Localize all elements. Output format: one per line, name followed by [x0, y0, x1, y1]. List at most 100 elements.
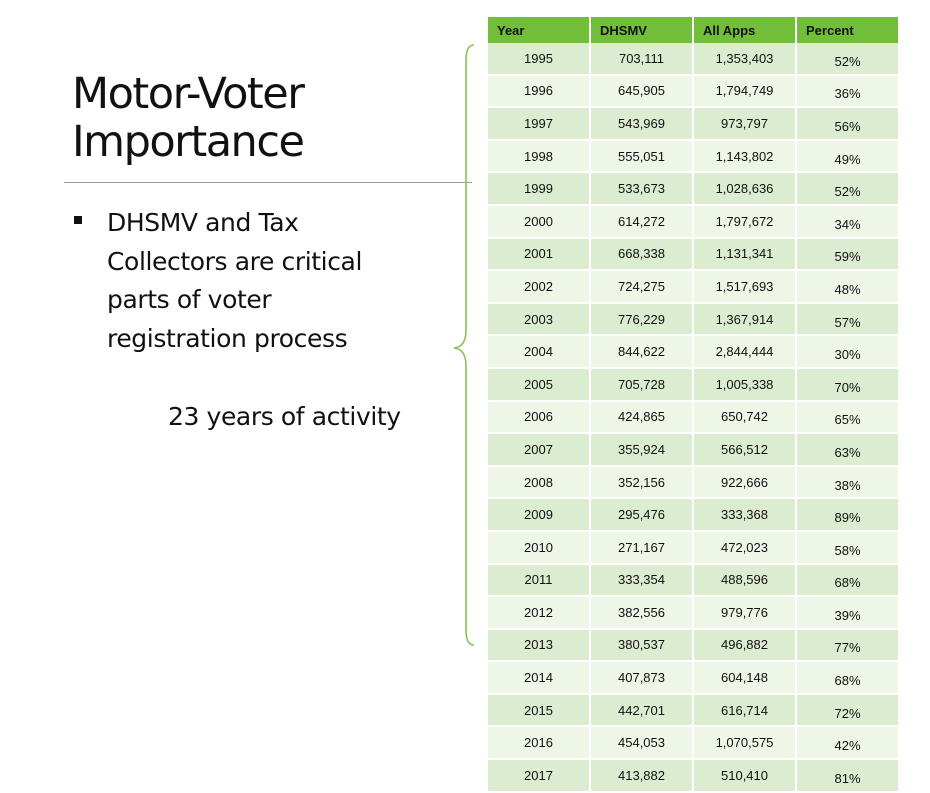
- cell-year: 2017: [488, 759, 591, 793]
- cell-percent: 52%: [796, 172, 900, 206]
- cell-dhsmv: 295,476: [590, 498, 694, 532]
- motor-voter-table: Year DHSMV All Apps Percent 1995 703,111 1…: [488, 17, 900, 793]
- cell-dhsmv: 703,111: [590, 43, 694, 76]
- table-row: 2004 844,622 2,844,444 30%: [488, 335, 900, 369]
- cell-year: 2013: [488, 628, 591, 663]
- cell-percent: 56%: [796, 107, 900, 141]
- cell-dhsmv: 352,156: [590, 465, 694, 500]
- cell-all-apps: 1,070,575: [693, 726, 797, 761]
- title-line-2: Importance: [72, 117, 305, 167]
- cell-year: 2002: [488, 270, 591, 304]
- table-row: 2017 413,882 510,410 81%: [488, 759, 900, 793]
- cell-year: 1998: [488, 139, 591, 174]
- cell-dhsmv: 333,354: [590, 563, 694, 598]
- cell-year: 1996: [488, 74, 591, 109]
- cell-percent: 68%: [796, 563, 900, 598]
- cell-percent: 36%: [796, 74, 900, 109]
- table-row: 1999 533,673 1,028,636 52%: [488, 172, 900, 206]
- cell-all-apps: 650,742: [693, 400, 797, 435]
- cell-percent: 70%: [796, 367, 900, 402]
- cell-dhsmv: 355,924: [590, 433, 694, 467]
- cell-year: 2012: [488, 596, 591, 630]
- cell-dhsmv: 533,673: [590, 172, 694, 206]
- cell-dhsmv: 424,865: [590, 400, 694, 435]
- cell-year: 2001: [488, 237, 591, 272]
- cell-all-apps: 1,028,636: [693, 172, 797, 206]
- cell-year: 1999: [488, 172, 591, 206]
- slide-title: Motor-Voter Importance: [72, 70, 452, 166]
- cell-all-apps: 616,714: [693, 693, 797, 728]
- table-row: 2014 407,873 604,148 68%: [488, 661, 900, 695]
- cell-dhsmv: 614,272: [590, 204, 694, 239]
- table-row: 2000 614,272 1,797,672 34%: [488, 204, 900, 239]
- cell-all-apps: 1,517,693: [693, 270, 797, 304]
- table-row: 2008 352,156 922,666 38%: [488, 465, 900, 500]
- cell-percent: 89%: [796, 498, 900, 532]
- cell-year: 2007: [488, 433, 591, 467]
- title-line-1: Motor-Voter: [72, 69, 305, 119]
- table-row: 2013 380,537 496,882 77%: [488, 628, 900, 663]
- table-row: 2010 271,167 472,023 58%: [488, 530, 900, 565]
- header-percent: Percent: [796, 17, 900, 43]
- cell-percent: 34%: [796, 204, 900, 239]
- cell-all-apps: 1,797,672: [693, 204, 797, 239]
- cell-all-apps: 1,005,338: [693, 367, 797, 402]
- bullet-text: DHSMV and Tax Collectors are critical pa…: [107, 208, 363, 353]
- table-row: 2012 382,556 979,776 39%: [488, 596, 900, 630]
- cell-dhsmv: 442,701: [590, 693, 694, 728]
- table-row: 1995 703,111 1,353,403 52%: [488, 43, 900, 76]
- cell-year: 1995: [488, 43, 591, 76]
- cell-dhsmv: 645,905: [590, 74, 694, 109]
- cell-percent: 57%: [796, 302, 900, 337]
- cell-percent: 68%: [796, 661, 900, 695]
- title-divider: [64, 182, 472, 183]
- cell-percent: 59%: [796, 237, 900, 272]
- cell-all-apps: 1,367,914: [693, 302, 797, 337]
- table-row: 2001 668,338 1,131,341 59%: [488, 237, 900, 272]
- table-row: 2007 355,924 566,512 63%: [488, 433, 900, 467]
- cell-year: 2011: [488, 563, 591, 598]
- cell-dhsmv: 724,275: [590, 270, 694, 304]
- cell-year: 2014: [488, 661, 591, 695]
- cell-dhsmv: 382,556: [590, 596, 694, 630]
- table-row: 2003 776,229 1,367,914 57%: [488, 302, 900, 337]
- cell-year: 2000: [488, 204, 591, 239]
- cell-year: 2004: [488, 335, 591, 369]
- cell-all-apps: 510,410: [693, 759, 797, 793]
- cell-all-apps: 979,776: [693, 596, 797, 630]
- table-row: 2005 705,728 1,005,338 70%: [488, 367, 900, 402]
- cell-dhsmv: 668,338: [590, 237, 694, 272]
- cell-year: 2005: [488, 367, 591, 402]
- cell-year: 2003: [488, 302, 591, 337]
- cell-percent: 77%: [796, 628, 900, 663]
- cell-all-apps: 1,353,403: [693, 43, 797, 76]
- cell-dhsmv: 844,622: [590, 335, 694, 369]
- cell-year: 1997: [488, 107, 591, 141]
- table-header-row: Year DHSMV All Apps Percent: [488, 17, 900, 43]
- cell-percent: 42%: [796, 726, 900, 761]
- cell-dhsmv: 271,167: [590, 530, 694, 565]
- cell-percent: 39%: [796, 596, 900, 630]
- cell-all-apps: 604,148: [693, 661, 797, 695]
- cell-all-apps: 922,666: [693, 465, 797, 500]
- table-row: 1997 543,969 973,797 56%: [488, 107, 900, 141]
- cell-percent: 63%: [796, 433, 900, 467]
- square-bullet-icon: [74, 216, 82, 224]
- cell-percent: 30%: [796, 335, 900, 369]
- cell-dhsmv: 413,882: [590, 759, 694, 793]
- cell-dhsmv: 543,969: [590, 107, 694, 141]
- table-row: 2016 454,053 1,070,575 42%: [488, 726, 900, 761]
- cell-year: 2006: [488, 400, 591, 435]
- cell-percent: 72%: [796, 693, 900, 728]
- cell-year: 2009: [488, 498, 591, 532]
- cell-all-apps: 496,882: [693, 628, 797, 663]
- cell-year: 2015: [488, 693, 591, 728]
- cell-all-apps: 973,797: [693, 107, 797, 141]
- cell-percent: 52%: [796, 43, 900, 76]
- years-of-activity-text: 23 years of activity: [168, 402, 401, 431]
- cell-dhsmv: 407,873: [590, 661, 694, 695]
- table-row: 1996 645,905 1,794,749 36%: [488, 74, 900, 109]
- header-all-apps: All Apps: [693, 17, 797, 43]
- cell-year: 2008: [488, 465, 591, 500]
- cell-all-apps: 488,596: [693, 563, 797, 598]
